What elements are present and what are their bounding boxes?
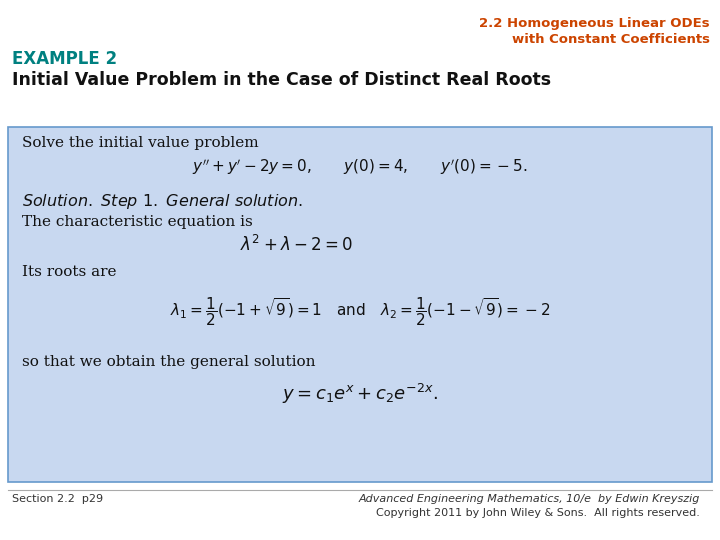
Text: so that we obtain the general solution: so that we obtain the general solution bbox=[22, 355, 315, 369]
Text: The characteristic equation is: The characteristic equation is bbox=[22, 215, 253, 229]
FancyBboxPatch shape bbox=[8, 127, 712, 482]
Text: Its roots are: Its roots are bbox=[22, 265, 117, 279]
Text: Initial Value Problem in the Case of Distinct Real Roots: Initial Value Problem in the Case of Dis… bbox=[12, 71, 551, 89]
Text: EXAMPLE 2: EXAMPLE 2 bbox=[12, 50, 117, 68]
Text: $y = c_1 e^{x} + c_2 e^{-2x}.$: $y = c_1 e^{x} + c_2 e^{-2x}.$ bbox=[282, 382, 438, 406]
Text: with Constant Coefficients: with Constant Coefficients bbox=[512, 33, 710, 46]
Text: $\lambda_1 = \dfrac{1}{2}(-1 + \sqrt{9}) = 1$$\quad \mathrm{and} \quad$$\lambda_: $\lambda_1 = \dfrac{1}{2}(-1 + \sqrt{9})… bbox=[170, 295, 550, 328]
Text: Advanced Engineering Mathematics, 10/e  by Edwin Kreyszig: Advanced Engineering Mathematics, 10/e b… bbox=[359, 494, 700, 504]
Text: $\mathbf{\mathit{Solution.\ Step\ 1.\ General\ solution.}}$: $\mathbf{\mathit{Solution.\ Step\ 1.\ Ge… bbox=[22, 192, 303, 211]
Text: Solve the initial value problem: Solve the initial value problem bbox=[22, 136, 258, 150]
Text: $\lambda^2 + \lambda - 2 = 0$: $\lambda^2 + \lambda - 2 = 0$ bbox=[240, 235, 353, 255]
Text: $y'' + y' - 2y = 0,$$\quad\quad y(0) = 4,$$\quad\quad y'(0) = -5.$: $y'' + y' - 2y = 0,$$\quad\quad y(0) = 4… bbox=[192, 157, 528, 177]
Text: Section 2.2  p29: Section 2.2 p29 bbox=[12, 494, 103, 504]
Text: Copyright 2011 by John Wiley & Sons.  All rights reserved.: Copyright 2011 by John Wiley & Sons. All… bbox=[376, 508, 700, 518]
Text: 2.2 Homogeneous Linear ODEs: 2.2 Homogeneous Linear ODEs bbox=[480, 17, 710, 30]
